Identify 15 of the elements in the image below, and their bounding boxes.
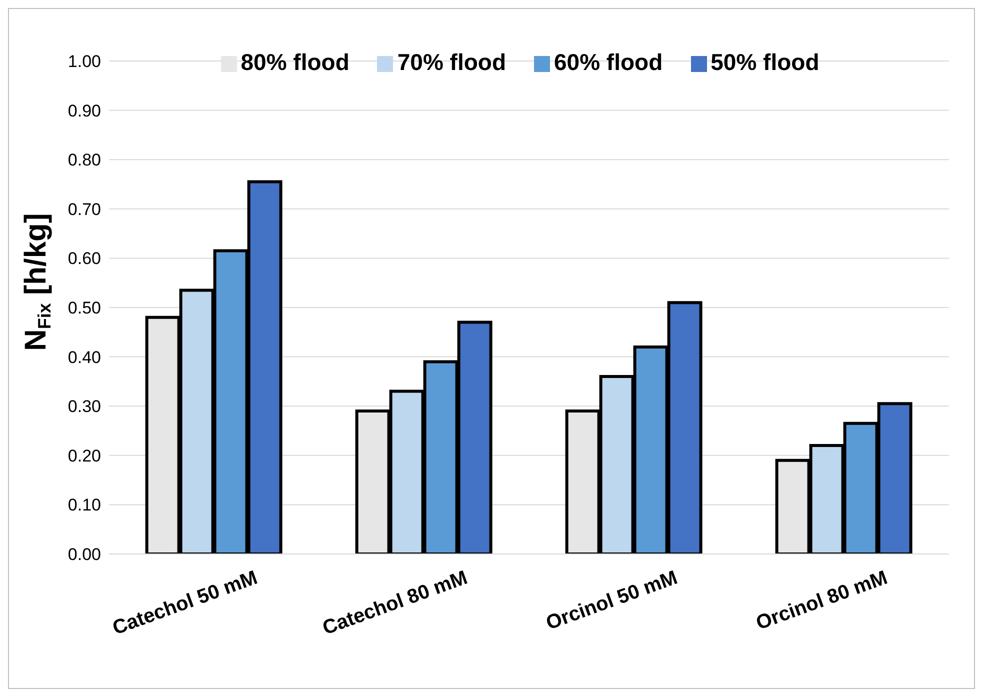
y-tick-label: 0.20 [68,446,101,466]
y-tick-label: 0.30 [68,397,101,416]
legend-label: 50% flood [710,49,820,75]
y-tick-label: 0.80 [68,150,101,170]
y-tick-label: 1.00 [68,52,101,72]
y-tick-label: 0.40 [68,348,101,367]
legend-label: 80% flood [240,49,350,75]
y-tick-label: 0.60 [68,249,101,268]
legend-label: 70% flood [397,49,506,75]
y-tick-label: 0.00 [68,545,101,564]
y-tick-label: 0.70 [68,200,101,219]
y-tick-label: 0.10 [68,496,101,515]
y-tick-label: 0.90 [68,101,101,120]
legend-label: 60% flood [554,49,663,75]
y-tick-label: 0.50 [68,298,101,318]
